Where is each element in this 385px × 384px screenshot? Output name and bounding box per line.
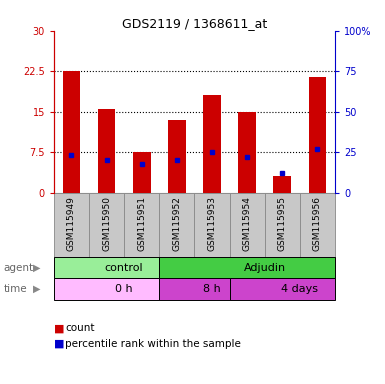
Text: GSM115950: GSM115950: [102, 196, 111, 251]
Text: control: control: [105, 263, 144, 273]
Bar: [309, 76, 326, 193]
Bar: [229, 193, 265, 257]
Text: GSM115955: GSM115955: [278, 196, 287, 251]
Bar: [54, 257, 159, 278]
Bar: [159, 278, 229, 300]
Text: ▶: ▶: [33, 263, 40, 273]
Bar: [63, 71, 80, 193]
Text: 0 h: 0 h: [116, 284, 133, 294]
Text: GSM115956: GSM115956: [313, 196, 322, 251]
Text: GSM115951: GSM115951: [137, 196, 146, 251]
Bar: [273, 177, 291, 193]
Text: 8 h: 8 h: [203, 284, 221, 294]
Bar: [168, 120, 186, 193]
Bar: [54, 278, 159, 300]
Text: Adjudin: Adjudin: [244, 263, 286, 273]
Bar: [203, 96, 221, 193]
Bar: [133, 152, 151, 193]
Text: GSM115949: GSM115949: [67, 196, 76, 251]
Text: agent: agent: [4, 263, 34, 273]
Bar: [238, 112, 256, 193]
Text: time: time: [4, 284, 27, 294]
Text: ■: ■: [54, 339, 64, 349]
Text: count: count: [65, 323, 95, 333]
Text: ▶: ▶: [33, 284, 40, 294]
Bar: [98, 109, 116, 193]
Bar: [264, 193, 300, 257]
Bar: [89, 193, 124, 257]
Text: percentile rank within the sample: percentile rank within the sample: [65, 339, 241, 349]
Bar: [300, 193, 335, 257]
Text: GSM115954: GSM115954: [243, 196, 252, 251]
Title: GDS2119 / 1368611_at: GDS2119 / 1368611_at: [122, 17, 267, 30]
Text: GSM115953: GSM115953: [208, 196, 216, 251]
Bar: [159, 193, 194, 257]
Bar: [54, 193, 89, 257]
Text: ■: ■: [54, 323, 64, 333]
Bar: [124, 193, 159, 257]
Bar: [159, 257, 335, 278]
Text: GSM115952: GSM115952: [172, 196, 181, 251]
Bar: [229, 278, 335, 300]
Text: 4 days: 4 days: [281, 284, 318, 294]
Bar: [194, 193, 229, 257]
